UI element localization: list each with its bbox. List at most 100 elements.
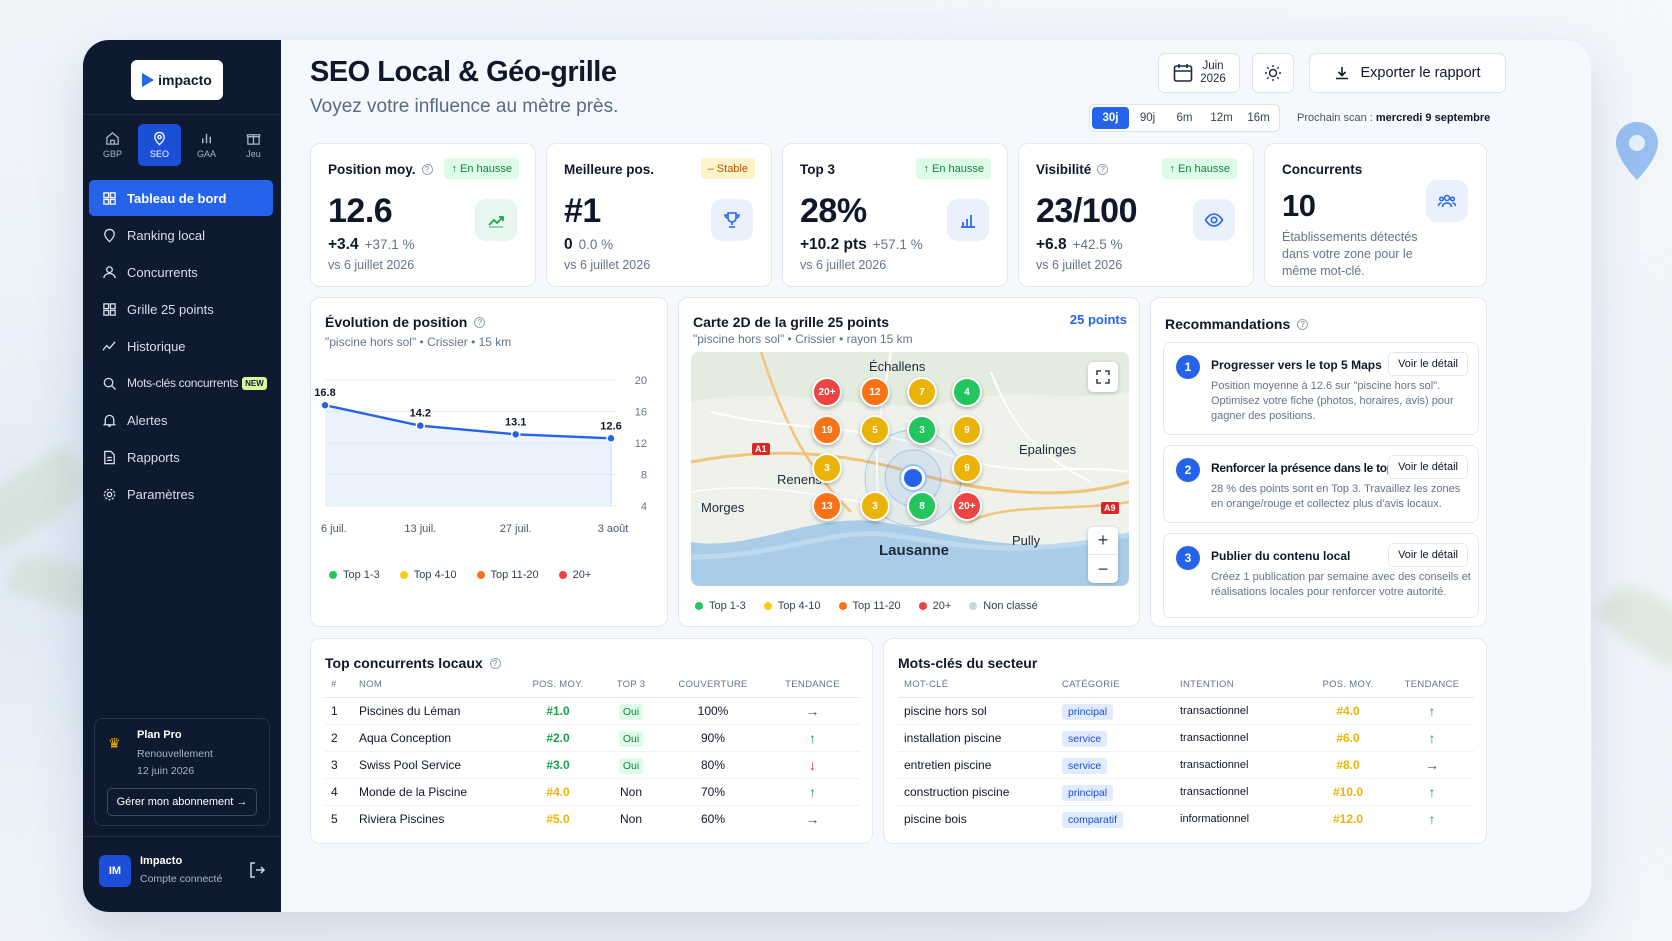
- zoom-out-button[interactable]: −: [1097, 558, 1109, 579]
- kpi-description: Établissements détectés dans votre zone …: [1282, 230, 1418, 278]
- topnav-jeu[interactable]: Jeu: [232, 124, 275, 166]
- help-icon[interactable]: ?: [421, 164, 433, 175]
- grid-point[interactable]: 9: [952, 415, 982, 445]
- grid-point[interactable]: 20+: [812, 377, 842, 407]
- brand-logo[interactable]: impacto: [131, 60, 223, 100]
- legend-dot: [329, 571, 337, 579]
- help-icon[interactable]: ?: [1097, 164, 1109, 175]
- date-value: Juin 2026: [1200, 60, 1226, 86]
- fullscreen-button[interactable]: [1088, 362, 1118, 392]
- legend-dot: [558, 571, 567, 579]
- column-header[interactable]: MOT-CLÉ: [898, 673, 1062, 698]
- card-title: Carte 2D de la grille 25 points: [693, 314, 890, 330]
- kpi-icon-box: [711, 199, 753, 241]
- grid-point[interactable]: 4: [952, 377, 982, 407]
- table-row[interactable]: 3 Swiss Pool Service #3.0 Oui 80% ↓: [325, 751, 860, 779]
- sidebar: impacto GBP SEO GAA Jeu Ta: [83, 40, 281, 912]
- grid-point[interactable]: 5: [860, 415, 890, 445]
- avatar[interactable]: IM: [99, 855, 131, 887]
- logout-icon[interactable]: [248, 861, 266, 879]
- range-6m[interactable]: 6m: [1176, 112, 1193, 124]
- data-point[interactable]: [320, 400, 330, 410]
- position-cell: #10.0: [1306, 778, 1390, 806]
- column-header[interactable]: POS. MOY.: [1306, 673, 1390, 698]
- topnav-gbp[interactable]: GBP: [91, 124, 134, 166]
- topnav-seo[interactable]: SEO: [138, 124, 181, 166]
- sidebar-item-dashboard[interactable]: Tableau de bord: [89, 180, 273, 216]
- grid-point[interactable]: 9: [952, 453, 982, 483]
- account-area: IM Impacto Compte connecté: [83, 836, 281, 912]
- data-point[interactable]: [606, 433, 616, 444]
- column-header[interactable]: INTENTION: [1180, 673, 1306, 698]
- grid-point[interactable]: 7: [907, 377, 937, 407]
- sidebar-item-alerts[interactable]: Alertes: [89, 402, 273, 438]
- column-header[interactable]: CATÉGORIE: [1062, 673, 1180, 698]
- grid-count-link[interactable]: 25 points: [1069, 312, 1127, 327]
- table-row[interactable]: 5 Riviera Piscines #5.0 Non 60% →: [325, 805, 860, 832]
- recommendation-title: Progresser vers le top 5 Maps: [1211, 358, 1382, 372]
- sidebar-item-grid[interactable]: Grille 25 points: [89, 291, 273, 327]
- column-header[interactable]: TOP 3: [601, 673, 661, 698]
- manage-subscription-button[interactable]: Gérer mon abonnement →: [107, 788, 257, 816]
- data-point[interactable]: [510, 429, 521, 440]
- range-30j[interactable]: 30j: [1092, 107, 1129, 129]
- export-report-button[interactable]: Exporter le rapport: [1309, 53, 1506, 93]
- table-row[interactable]: piscine bois comparatif informationnel #12.…: [898, 805, 1474, 832]
- table-row[interactable]: construction piscine principal transaction…: [898, 778, 1474, 806]
- table-row[interactable]: piscine hors sol principal transactionnel #…: [898, 697, 1474, 725]
- view-detail-button[interactable]: Voir le détail: [1388, 455, 1468, 479]
- theme-toggle[interactable]: [1252, 53, 1294, 93]
- date-picker[interactable]: Juin 2026: [1158, 53, 1240, 93]
- position-cell: #8.0: [1306, 751, 1390, 779]
- table-row[interactable]: 2 Aqua Conception #2.0 Oui 90% ↑: [325, 724, 860, 752]
- map-pin-icon: [154, 131, 165, 146]
- sidebar-item-competitors[interactable]: Concurrents: [89, 254, 273, 290]
- grid-point[interactable]: 13: [812, 491, 842, 521]
- grid-point[interactable]: 19: [812, 415, 842, 445]
- grid-point[interactable]: 3: [812, 453, 842, 483]
- range-90j[interactable]: 90j: [1139, 112, 1156, 124]
- grid-point[interactable]: 3: [860, 491, 890, 521]
- business-location-marker[interactable]: [901, 466, 925, 490]
- table-row[interactable]: installation piscine service transactionne…: [898, 724, 1474, 752]
- column-header[interactable]: POS. MOY.: [515, 673, 601, 698]
- sidebar-item-settings[interactable]: Paramètres: [89, 476, 273, 512]
- help-icon[interactable]: ?: [1297, 318, 1309, 330]
- column-header[interactable]: COUVERTURE: [661, 673, 765, 698]
- grid-point[interactable]: 8: [907, 491, 937, 521]
- table-row[interactable]: 4 Monde de la Piscine #4.0 Non 70% ↑: [325, 778, 860, 806]
- sidebar-item-reports[interactable]: Rapports: [89, 439, 273, 475]
- table-row[interactable]: entretien piscine service transactionnel #8…: [898, 751, 1474, 779]
- coverage-cell: 60%: [700, 811, 726, 826]
- view-detail-button[interactable]: Voir le détail: [1388, 543, 1468, 567]
- column-header[interactable]: TENDANCE: [1390, 673, 1474, 698]
- data-label: 12.6: [600, 420, 621, 432]
- sidebar-item-ranking[interactable]: Ranking local: [89, 217, 273, 253]
- grid-point[interactable]: 20+: [952, 491, 982, 521]
- position-evolution-card: Évolution de position? "piscine hors sol…: [310, 297, 668, 627]
- view-detail-button[interactable]: Voir le détail: [1388, 352, 1468, 376]
- table-row[interactable]: 1 Piscines du Léman #1.0 Oui 100% →: [325, 697, 860, 725]
- legend-label: Top 11-20: [852, 600, 901, 612]
- x-tick-label: 13 juil.: [404, 523, 436, 535]
- zoom-in-button[interactable]: +: [1088, 527, 1118, 555]
- sidebar-item-keywords[interactable]: Mots-clés concurrents NEW: [89, 365, 273, 401]
- data-point[interactable]: [415, 420, 426, 431]
- grid-map[interactable]: Échallens Epalinges Renens Morges Lausan…: [691, 352, 1129, 586]
- help-icon[interactable]: ?: [489, 657, 501, 669]
- range-16m[interactable]: 16m: [1247, 112, 1270, 124]
- column-header[interactable]: TENDANCE: [765, 673, 860, 698]
- range-12m[interactable]: 12m: [1210, 112, 1233, 124]
- column-header[interactable]: NOM: [359, 673, 515, 698]
- trend-cell: →: [805, 810, 820, 827]
- sidebar-item-history[interactable]: Historique: [89, 328, 273, 364]
- topnav-gaa[interactable]: GAA: [185, 124, 228, 166]
- card-title-text: Recommandations: [1165, 316, 1291, 332]
- grid-point[interactable]: 3: [907, 415, 937, 445]
- recommendation-item: 1 Progresser vers le top 5 Maps Voir le …: [1163, 342, 1479, 435]
- rank-cell: 4: [325, 778, 359, 806]
- range-selector: 30j 90j 6m 12m 16m: [1089, 104, 1280, 132]
- grid-point[interactable]: 12: [860, 377, 890, 407]
- help-icon[interactable]: ?: [474, 316, 486, 328]
- legend-label: 20+: [932, 600, 952, 612]
